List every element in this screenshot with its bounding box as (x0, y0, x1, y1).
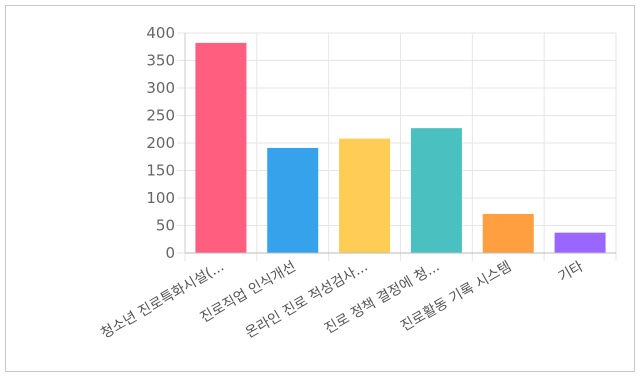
chart-frame (5, 5, 635, 372)
bar[interactable] (195, 42, 247, 254)
y-tick-label: 50 (156, 217, 175, 235)
y-tick-label: 200 (146, 134, 175, 152)
y-tick-label: 150 (146, 162, 175, 180)
y-tick-label: 400 (146, 24, 175, 42)
bar[interactable] (554, 232, 606, 253)
y-tick-label: 300 (146, 79, 175, 97)
y-axis-ticks: 0 50 100 150 200 250 300 350 400 (146, 24, 175, 262)
bar[interactable] (339, 138, 391, 253)
y-tick-label: 0 (165, 244, 175, 262)
y-tick-label: 100 (146, 189, 175, 207)
bar[interactable] (482, 213, 534, 253)
bars (195, 42, 606, 254)
axes (184, 33, 616, 254)
x-tick-label: 기타 (556, 259, 586, 286)
x-tick-label: 진로 정책 결정에 청... (322, 259, 442, 338)
y-tick-label: 350 (146, 52, 175, 70)
x-tick-label: 온라인 진로 적성검사... (243, 259, 371, 342)
y-tick-label: 250 (146, 107, 175, 125)
x-tick-label: 청소년 진로특화시설(... (98, 259, 227, 342)
bar[interactable] (410, 128, 462, 253)
bar[interactable] (267, 147, 319, 253)
